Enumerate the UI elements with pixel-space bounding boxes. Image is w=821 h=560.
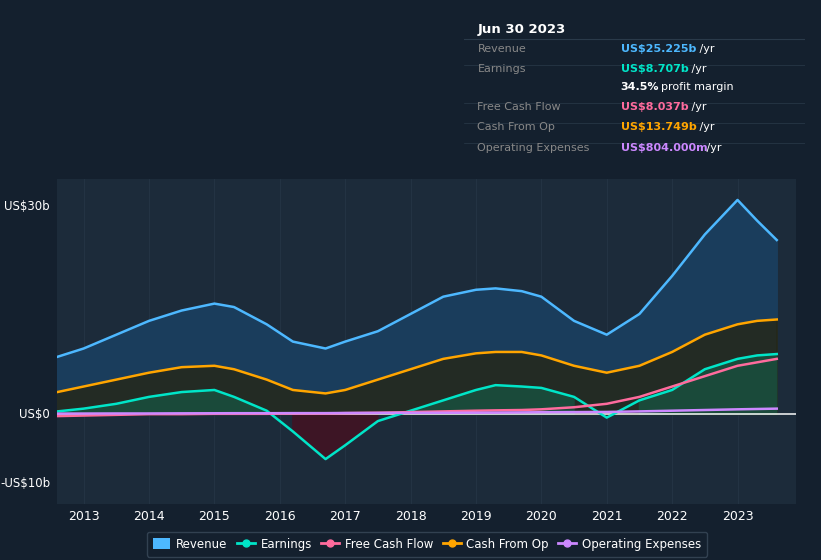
Text: US$13.749b: US$13.749b: [621, 122, 696, 132]
Text: Cash From Op: Cash From Op: [478, 122, 555, 132]
Text: -US$10b: -US$10b: [0, 477, 50, 490]
Text: /yr: /yr: [688, 102, 707, 112]
Legend: Revenue, Earnings, Free Cash Flow, Cash From Op, Operating Expenses: Revenue, Earnings, Free Cash Flow, Cash …: [147, 532, 707, 557]
Text: Earnings: Earnings: [478, 64, 526, 74]
Text: /yr: /yr: [695, 122, 714, 132]
Text: /yr: /yr: [688, 64, 707, 74]
Text: Operating Expenses: Operating Expenses: [478, 143, 589, 153]
Text: US$25.225b: US$25.225b: [621, 44, 696, 54]
Text: Free Cash Flow: Free Cash Flow: [478, 102, 561, 112]
Text: US$30b: US$30b: [4, 200, 50, 213]
Text: Revenue: Revenue: [478, 44, 526, 54]
Text: /yr: /yr: [703, 143, 722, 153]
Text: US$0: US$0: [20, 408, 50, 421]
Text: Jun 30 2023: Jun 30 2023: [478, 23, 566, 36]
Text: US$804.000m: US$804.000m: [621, 143, 707, 153]
Text: profit margin: profit margin: [662, 82, 734, 92]
Text: 34.5%: 34.5%: [621, 82, 659, 92]
Text: US$8.707b: US$8.707b: [621, 64, 688, 74]
Text: /yr: /yr: [695, 44, 714, 54]
Text: US$8.037b: US$8.037b: [621, 102, 688, 112]
